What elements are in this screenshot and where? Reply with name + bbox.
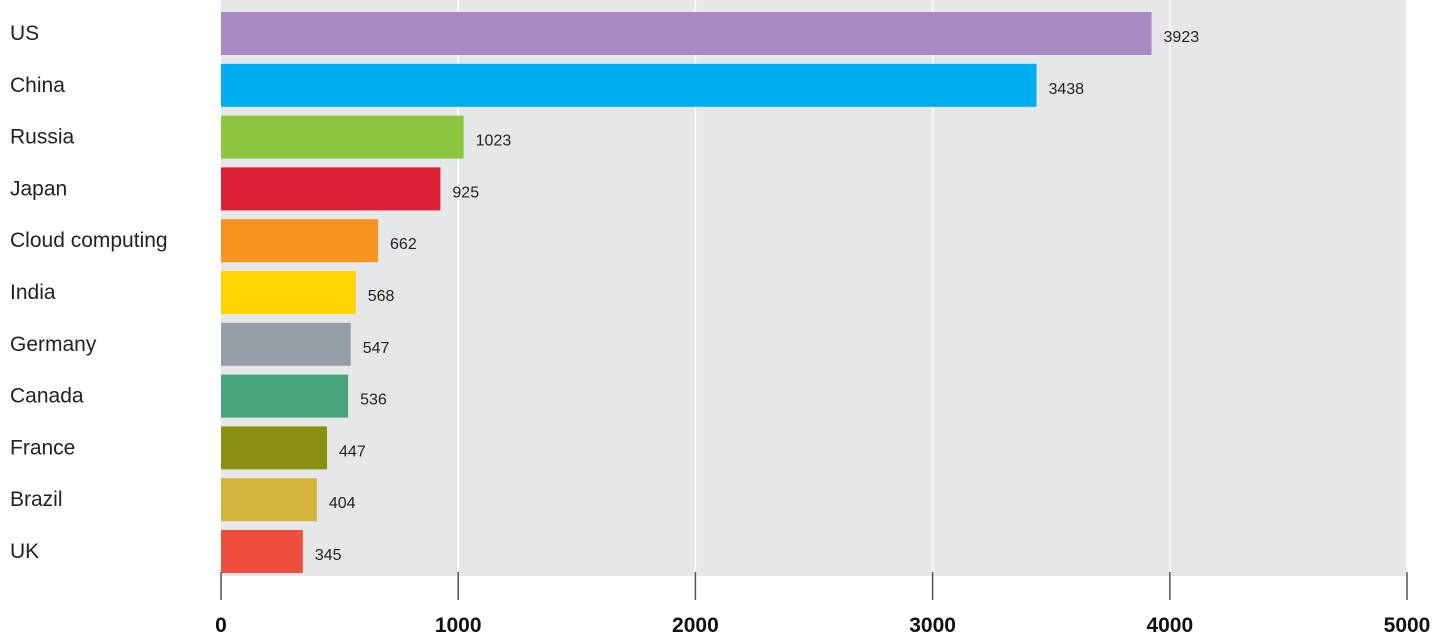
data-label: 1023 xyxy=(476,133,512,150)
data-label: 3438 xyxy=(1048,81,1084,98)
category-label: India xyxy=(10,281,56,304)
x-tick-label: 0 xyxy=(215,614,227,634)
x-tick-label: 2000 xyxy=(672,614,719,634)
value-labels: 3923 3438 1023 925 662 568 547 536 447 404 345 xyxy=(315,29,1199,564)
data-label: 3923 xyxy=(1164,29,1200,46)
x-tick-label: 5000 xyxy=(1384,614,1431,634)
category-labels: US China Russia Japan Cloud computing India Ge… xyxy=(10,22,168,563)
category-label: Brazil xyxy=(10,488,63,511)
category-label: Canada xyxy=(10,385,84,408)
data-label: 547 xyxy=(363,340,390,357)
x-tick-label: 4000 xyxy=(1146,614,1193,634)
x-axis: 0 1000 2000 3000 4000 5000 xyxy=(215,572,1430,634)
bar-germany xyxy=(221,322,351,366)
category-label: France xyxy=(10,436,75,459)
bar-uk xyxy=(221,530,303,573)
category-label: US xyxy=(10,22,39,45)
data-label: 568 xyxy=(368,288,395,305)
bar-japan xyxy=(221,167,441,211)
data-label: 447 xyxy=(339,443,366,460)
data-label: 536 xyxy=(360,392,387,409)
category-label: Cloud computing xyxy=(10,229,168,252)
bar-brazil xyxy=(221,478,317,522)
bar-india xyxy=(221,271,356,314)
category-label: Germany xyxy=(10,333,97,356)
bar-cloud-computing xyxy=(221,219,379,263)
bar-canada xyxy=(221,374,349,418)
x-tick-label: 1000 xyxy=(435,614,482,634)
category-label: China xyxy=(10,74,65,97)
x-tick-label: 3000 xyxy=(909,614,956,634)
data-label: 404 xyxy=(329,495,356,512)
category-label: Japan xyxy=(10,177,67,200)
bar-russia xyxy=(221,115,464,159)
data-label: 662 xyxy=(390,236,417,253)
data-label: 925 xyxy=(452,184,479,201)
bar-us xyxy=(221,12,1152,55)
data-label: 345 xyxy=(315,547,342,564)
category-label: UK xyxy=(10,540,39,563)
category-label: Russia xyxy=(10,126,75,149)
bars xyxy=(221,12,1152,573)
bar-france xyxy=(221,426,328,470)
bar-china xyxy=(221,63,1037,107)
